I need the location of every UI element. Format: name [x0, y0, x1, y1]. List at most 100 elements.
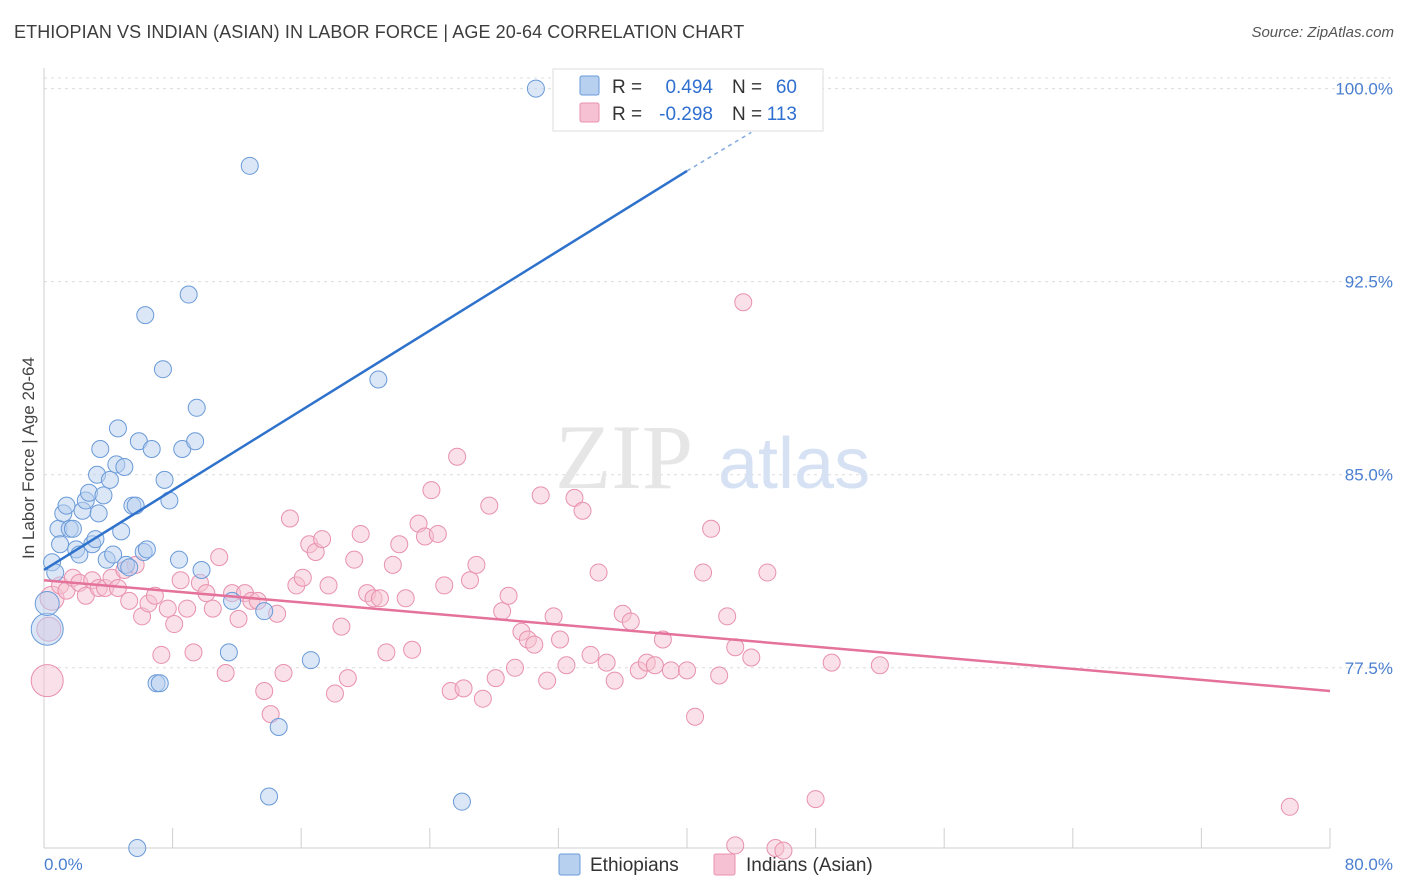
- indians-point-109: [822, 653, 841, 672]
- indians-point-71: [486, 669, 505, 688]
- ethiopians-point-44: [179, 285, 198, 304]
- indians-point-39: [280, 509, 299, 528]
- indians-point-103: [734, 293, 753, 312]
- indians-point-67: [460, 571, 479, 590]
- legend-r-label-1: R =: [612, 77, 642, 98]
- indians-point-48: [338, 669, 357, 688]
- indians-point-38: [274, 663, 293, 682]
- indians-point-72: [493, 602, 512, 621]
- indians-point-105: [758, 563, 777, 582]
- indians-point-100: [710, 666, 729, 685]
- ethiopians-point-7: [57, 496, 76, 515]
- indians-point-87: [597, 653, 616, 672]
- indians-point-18: [145, 586, 164, 605]
- legend-swatch-pink: [579, 102, 600, 123]
- series-indians-points: [30, 293, 1299, 860]
- ethiopians-point-46: [187, 398, 206, 417]
- legend-label-indians: Indians (Asian): [746, 855, 873, 876]
- indians-point-86: [589, 563, 608, 582]
- indians-point-56: [390, 535, 409, 554]
- indians-point-61: [422, 481, 441, 500]
- indians-point-82: [557, 656, 576, 675]
- indians-point-78: [531, 486, 550, 505]
- indians-point-24: [184, 643, 203, 662]
- indians-point-35: [255, 681, 274, 700]
- ethiopians-point-54: [369, 370, 388, 389]
- x-tick-label-1: 80.0%: [1345, 855, 1393, 874]
- ethiopians-point-29: [120, 558, 139, 577]
- chart-title: ETHIOPIAN VS INDIAN (ASIAN) IN LABOR FOR…: [14, 22, 745, 42]
- indians-point-14: [120, 591, 139, 610]
- indians-point-0: [30, 664, 64, 698]
- legend-swatch-ethiopians: [558, 853, 581, 876]
- x-tick-label-0: 0.0%: [44, 855, 83, 874]
- legend-n-label-1: N =: [732, 77, 762, 98]
- ethiopians-point-40: [155, 470, 174, 489]
- y-tick-labels: 77.5% 85.0% 92.5% 100.0%: [1335, 80, 1393, 678]
- ethiopians-trend-line: [43, 169, 688, 572]
- indians-point-79: [538, 671, 557, 690]
- series-ethiopians-points: [30, 79, 584, 857]
- axes: [43, 68, 1331, 849]
- indians-point-57: [396, 589, 415, 608]
- indians-point-84: [573, 501, 592, 520]
- ethiopians-point-34: [137, 540, 156, 559]
- indians-point-62: [428, 524, 447, 543]
- ethiopians-point-35: [136, 306, 155, 325]
- indians-point-31: [229, 609, 248, 628]
- ethiopians-point-36: [142, 439, 161, 458]
- indians-point-99: [702, 519, 721, 538]
- ethiopians-point-59: [452, 792, 471, 811]
- ethiopians-point-18: [89, 504, 108, 523]
- indians-point-110: [870, 656, 889, 675]
- indians-point-77: [525, 635, 544, 654]
- indians-point-74: [505, 658, 524, 677]
- y-tick-label-1: 85.0%: [1345, 466, 1393, 485]
- ethiopians-point-0: [30, 612, 64, 646]
- y-tick-label-3: 100.0%: [1335, 80, 1393, 99]
- indians-point-95: [661, 661, 680, 680]
- indians-point-45: [319, 576, 338, 595]
- indians-point-112: [1280, 797, 1299, 816]
- indians-point-73: [499, 586, 518, 605]
- ethiopians-point-39: [153, 360, 172, 379]
- indians-point-54: [377, 643, 396, 662]
- y-tick-label-0: 77.5%: [1345, 659, 1393, 678]
- indians-point-28: [210, 548, 229, 567]
- ethiopians-point-47: [192, 560, 211, 579]
- ethiopians-point-31: [126, 496, 145, 515]
- ethiopians-point-48: [219, 643, 238, 662]
- indians-point-69: [473, 689, 492, 708]
- indians-point-104: [742, 648, 761, 667]
- watermark: ZIP atlas: [555, 406, 870, 508]
- indians-point-41: [293, 568, 312, 587]
- indians-point-80: [544, 607, 563, 626]
- indians-point-21: [165, 615, 184, 634]
- indians-point-94: [653, 630, 672, 649]
- ethiopians-point-9: [63, 519, 82, 538]
- ethiopians-point-23: [104, 545, 123, 564]
- legend-r-label-2: R =: [612, 104, 642, 125]
- trend-lines: [43, 131, 1331, 693]
- ethiopians-trend-extension: [686, 131, 752, 172]
- indians-point-47: [332, 617, 351, 636]
- watermark-atlas: atlas: [718, 424, 870, 504]
- y-tick-label-2: 92.5%: [1345, 273, 1393, 292]
- indians-point-93: [645, 656, 664, 675]
- indians-point-81: [551, 630, 570, 649]
- ethiopians-point-50: [240, 156, 259, 175]
- legend-r-value-1: 0.494: [665, 77, 713, 98]
- series-legend: Ethiopians Indians (Asian): [558, 853, 873, 876]
- ethiopians-point-22: [100, 470, 119, 489]
- indians-point-55: [383, 555, 402, 574]
- indians-point-44: [313, 530, 332, 549]
- ethiopians-point-25: [108, 419, 127, 438]
- y-axis-label: In Labor Force | Age 20-64: [19, 357, 38, 559]
- indians-point-49: [345, 550, 364, 569]
- ethiopians-point-52: [269, 718, 288, 737]
- indians-point-23: [178, 599, 197, 618]
- legend-r-value-2: -0.298: [659, 104, 713, 125]
- indians-point-90: [621, 612, 640, 631]
- ethiopians-point-38: [150, 674, 169, 693]
